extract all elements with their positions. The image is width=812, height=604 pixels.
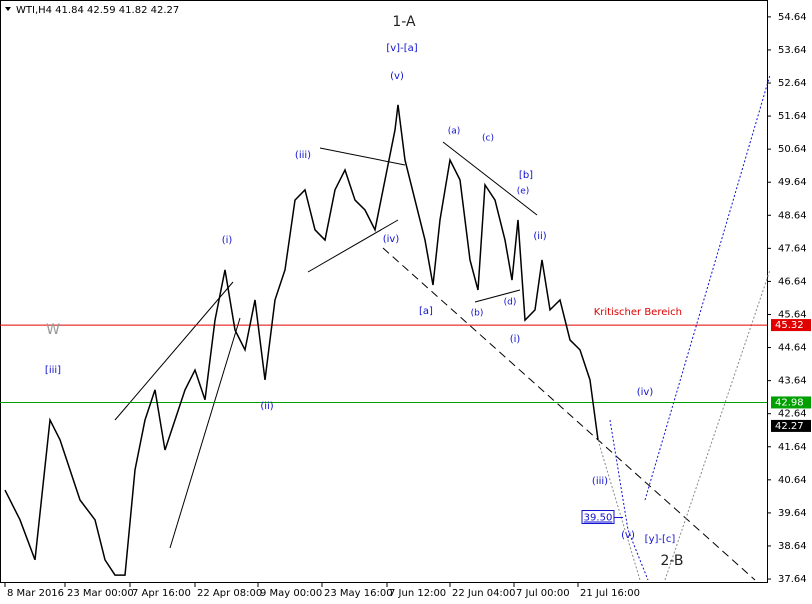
wave-label: (ii) bbox=[533, 231, 546, 242]
menu-arrow bbox=[5, 7, 11, 11]
y-tick-label: 54.64 bbox=[778, 12, 807, 23]
y-tick-label: 50.64 bbox=[778, 144, 807, 155]
wave-label: (i) bbox=[222, 235, 233, 246]
wave-label: (ii) bbox=[260, 401, 273, 412]
x-tick-label: 22 Apr 08:00 bbox=[197, 588, 262, 599]
x-tick-label: 8 Mar 2016 bbox=[7, 588, 64, 599]
last-price-box bbox=[771, 419, 811, 432]
y-tick-label: 48.64 bbox=[778, 210, 807, 221]
y-tick-label: 41.64 bbox=[778, 442, 807, 453]
wave-label: W bbox=[46, 322, 60, 338]
wave-label: (iii) bbox=[592, 476, 608, 487]
level-text: Kritischer Bereich bbox=[594, 307, 682, 318]
wave-label: [y]-[c] bbox=[645, 534, 676, 545]
y-tick-label: 45.64 bbox=[778, 309, 807, 320]
wave-label: (iii) bbox=[295, 150, 311, 161]
target-box bbox=[581, 510, 615, 525]
wave-label: 1-A bbox=[392, 14, 416, 30]
y-tick-label: 42.64 bbox=[778, 409, 807, 420]
x-tick-label: 23 May 16:00 bbox=[324, 588, 393, 599]
wave-label: (i) bbox=[510, 334, 521, 345]
wave-label: [iii] bbox=[45, 365, 61, 376]
wave-label: (d) bbox=[504, 298, 517, 308]
y-tick-label: 52.64 bbox=[778, 78, 807, 89]
y-tick-label: 38.64 bbox=[778, 541, 807, 552]
wave-label: (v) bbox=[390, 71, 404, 82]
wave-label: [a] bbox=[419, 306, 433, 317]
x-tick-label: 7 Jun 12:00 bbox=[389, 588, 446, 599]
y-tick-label: 47.64 bbox=[778, 243, 807, 254]
plot-frame bbox=[0, 0, 768, 583]
x-tick-label: 21 Jul 16:00 bbox=[580, 588, 640, 599]
wave-label: [v]-[a] bbox=[386, 43, 417, 54]
wave-label: (iv) bbox=[637, 387, 654, 398]
wave-label: (e) bbox=[517, 187, 530, 197]
level-label: 45.32 bbox=[775, 320, 804, 331]
chart-title: WTI,H4 41.84 42.59 41.82 42.27 bbox=[16, 5, 179, 16]
target-label: 39.50 bbox=[584, 513, 613, 524]
level-box bbox=[771, 319, 811, 332]
y-tick-label: 40.64 bbox=[778, 475, 807, 486]
projections bbox=[597, 74, 771, 581]
x-tick-label: 7 Jul 00:00 bbox=[516, 588, 570, 599]
wave-label: (v) bbox=[621, 530, 635, 541]
x-tick-label: 22 Jun 04:00 bbox=[452, 588, 516, 599]
x-tick-label: 9 May 00:00 bbox=[260, 588, 322, 599]
price-line bbox=[4, 104, 599, 576]
y-tick-label: 44.64 bbox=[778, 343, 807, 354]
x-tick-label: 23 Mar 00:00 bbox=[67, 588, 134, 599]
y-tick-label: 46.64 bbox=[778, 276, 807, 287]
level-label: 42.98 bbox=[775, 397, 804, 408]
y-tick-label: 53.64 bbox=[778, 45, 807, 56]
y-tick-label: 39.64 bbox=[778, 508, 807, 519]
y-tick-label: 51.64 bbox=[778, 111, 807, 122]
last-price-label: 42.27 bbox=[775, 421, 804, 432]
x-tick-label: 7 Apr 16:00 bbox=[132, 588, 191, 599]
y-tick-label: 37.64 bbox=[778, 574, 807, 585]
wave-label: 2-B bbox=[660, 553, 683, 569]
wave-label: (iv) bbox=[383, 234, 400, 245]
level-box bbox=[771, 396, 811, 409]
wave-label: (a) bbox=[448, 127, 461, 137]
trend-lines bbox=[114, 141, 756, 581]
wave-label: (b) bbox=[471, 309, 484, 319]
y-tick-label: 49.64 bbox=[778, 177, 807, 188]
wave-label: [b] bbox=[519, 170, 533, 181]
wave-label: (c) bbox=[482, 134, 494, 144]
y-tick-label: 43.64 bbox=[778, 376, 807, 387]
